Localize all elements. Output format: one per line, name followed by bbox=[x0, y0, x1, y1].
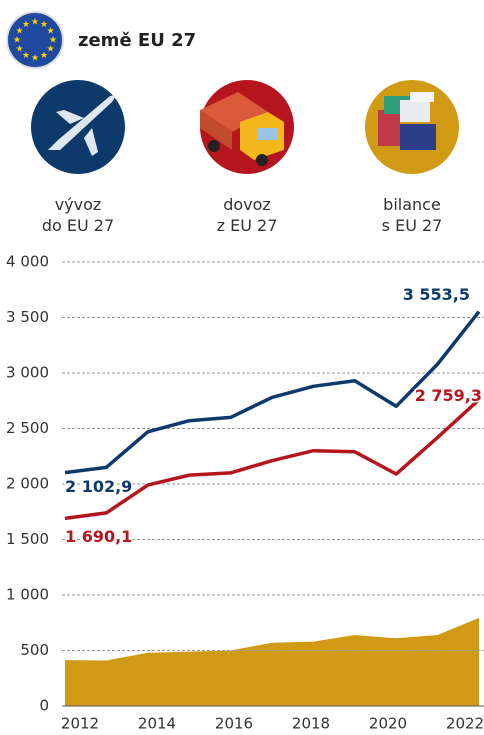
y-tick-label: 2 500 bbox=[6, 419, 49, 437]
svg-text:★: ★ bbox=[31, 54, 39, 64]
y-tick-label: 500 bbox=[20, 641, 49, 659]
svg-text:★: ★ bbox=[40, 51, 48, 61]
x-tick-label: 2020 bbox=[369, 715, 407, 733]
value-label: 3 553,5 bbox=[403, 285, 470, 304]
legend-label: vývoz do EU 27 bbox=[18, 194, 138, 236]
legend-label: bilance s EU 27 bbox=[352, 194, 472, 236]
icon-import bbox=[200, 80, 294, 174]
value-label: 2 102,9 bbox=[65, 477, 132, 496]
y-tick-label: 3 500 bbox=[6, 308, 49, 326]
value-label: 2 759,3 bbox=[415, 386, 482, 405]
areas bbox=[65, 618, 479, 706]
icon-balance bbox=[365, 80, 459, 174]
svg-text:★: ★ bbox=[22, 20, 30, 30]
y-tick-label: 3 000 bbox=[6, 364, 49, 382]
line bbox=[65, 400, 479, 519]
svg-text:★: ★ bbox=[15, 45, 23, 55]
x-tick-label: 2012 bbox=[61, 715, 99, 733]
y-tick-label: 2 000 bbox=[6, 475, 49, 493]
y-tick-label: 4 000 bbox=[6, 253, 49, 271]
svg-text:★: ★ bbox=[13, 36, 21, 46]
x-tick-label: 2016 bbox=[215, 715, 253, 733]
y-tick-label: 1 000 bbox=[6, 586, 49, 604]
legend-label: dovoz z EU 27 bbox=[187, 194, 307, 236]
y-tick-label: 0 bbox=[39, 697, 49, 715]
value-labels: 2 102,9 3 553,5 1 690,1 2 759,3 bbox=[65, 285, 482, 546]
x-tick-label: 2022 bbox=[446, 715, 484, 733]
chart-title: země EU 27 bbox=[78, 30, 196, 51]
x-tick-label: 2018 bbox=[292, 715, 330, 733]
chart: ★★★★★★★★★★★★ země EU 27 0 500 1 000 1 500 2 … bbox=[0, 0, 484, 735]
svg-text:★: ★ bbox=[31, 18, 39, 28]
x-tick-label: 2014 bbox=[138, 715, 176, 733]
eu-flag: ★★★★★★★★★★★★ bbox=[7, 12, 63, 68]
page: {"chart_data":{"type":"line","title":"ze… bbox=[0, 0, 484, 735]
chart-wrap: ★★★★★★★★★★★★ země EU 27 0 500 1 000 1 500 2 … bbox=[0, 0, 484, 735]
icon-export bbox=[31, 80, 125, 174]
area bbox=[65, 618, 479, 706]
value-label: 1 690,1 bbox=[65, 527, 132, 546]
y-tick-label: 1 500 bbox=[6, 530, 49, 548]
